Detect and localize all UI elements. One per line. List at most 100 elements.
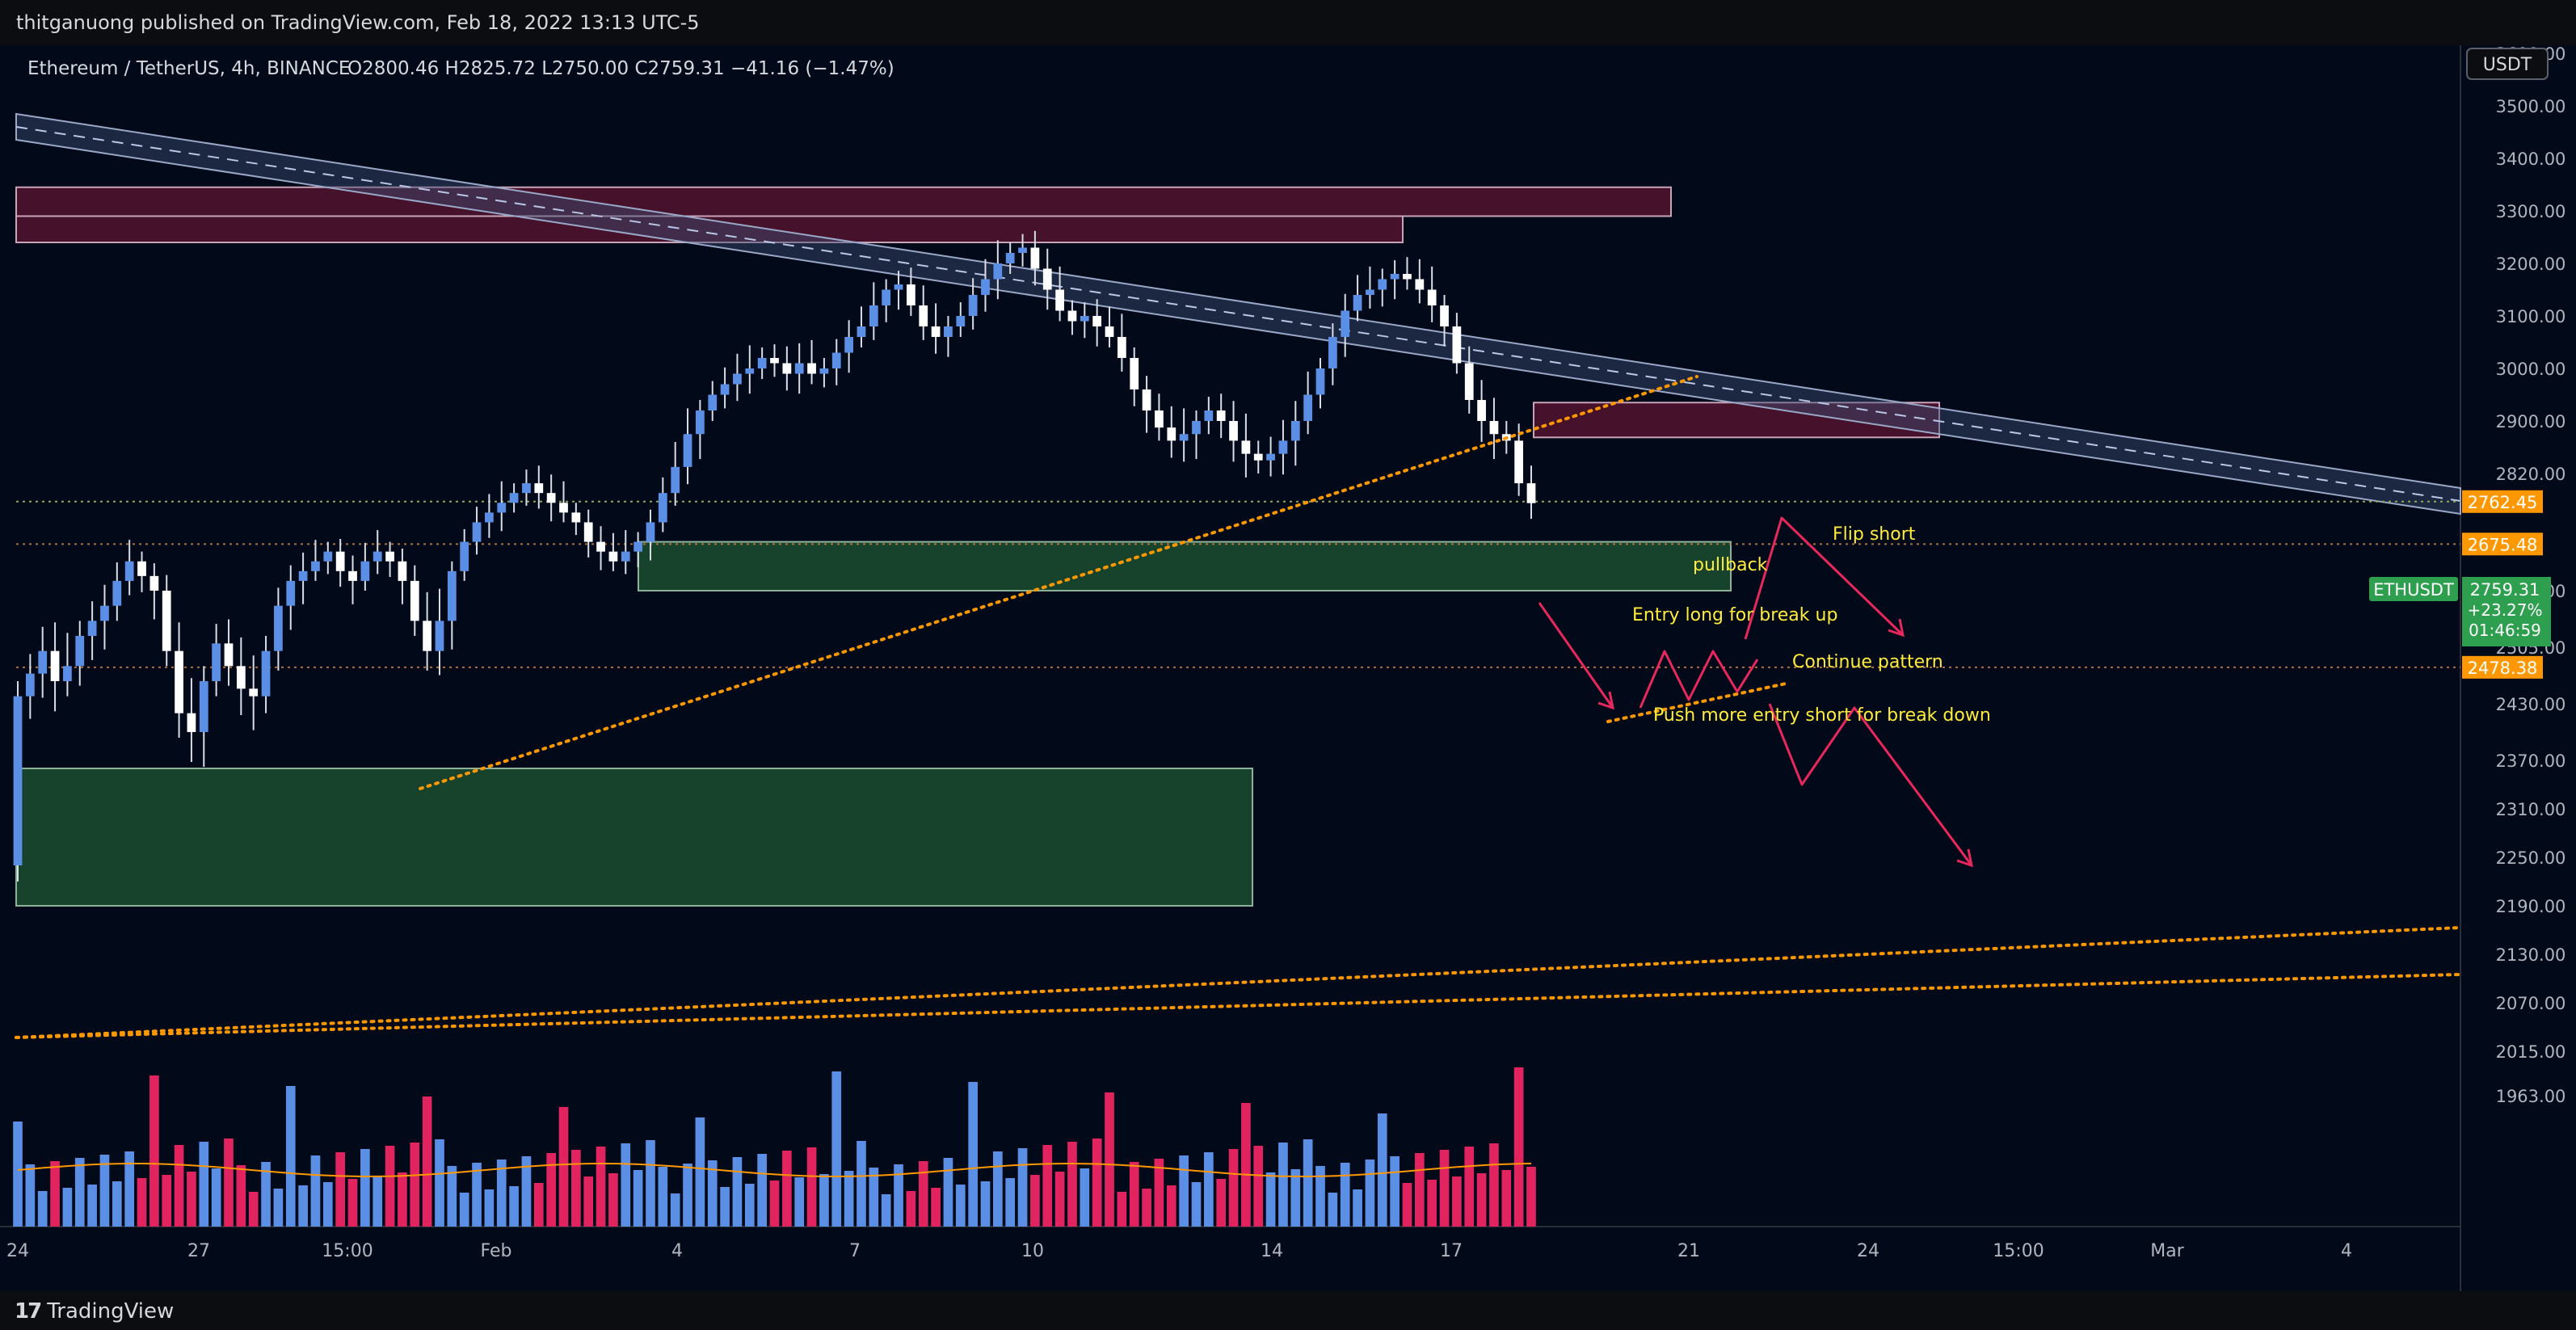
candle-up (819, 368, 829, 374)
candle-up (968, 295, 978, 316)
time-tick-label: 4 (2341, 1241, 2352, 1261)
volume-bar-up (298, 1185, 308, 1227)
volume-bar-down (1402, 1183, 1412, 1227)
volume-bar-down (174, 1145, 184, 1227)
candle-down (236, 666, 246, 689)
volume-bar-up (1290, 1169, 1301, 1227)
chart-panel[interactable]: Flip short pullback Entry long for break u… (0, 44, 2576, 1291)
volume-bar-up (1179, 1155, 1189, 1227)
volume-bar-up (310, 1155, 321, 1227)
symbol-tag (2369, 577, 2458, 601)
time-tick-label: 15:00 (322, 1241, 373, 1261)
last-price-tag (2462, 577, 2551, 646)
candle-down (770, 358, 779, 364)
candle-up (633, 541, 642, 552)
volume-bar-up (124, 1151, 135, 1227)
price-tick-label: 3100.00 (2496, 307, 2566, 326)
candle-up (100, 605, 109, 621)
volume-bar-down (1154, 1159, 1164, 1227)
volume-bar-down (782, 1151, 792, 1227)
price-level-tag (2462, 490, 2543, 513)
volume-bar-down (1501, 1170, 1512, 1227)
candle-up (435, 621, 444, 651)
candle-up (1328, 337, 1337, 368)
candle-up (286, 580, 296, 606)
candle-up (298, 570, 308, 581)
price-tick-label: 2015.00 (2496, 1042, 2566, 1062)
volume-bar-up (62, 1188, 73, 1227)
bar-countdown: 01:46:59 (2469, 621, 2541, 640)
price-axis[interactable]: 3600.003500.003400.003300.003200.003100.… (2496, 44, 2566, 1106)
volume-bar-up (695, 1117, 705, 1227)
candle-up (25, 673, 35, 697)
candle-down (1105, 326, 1114, 337)
volume-bar-down (248, 1192, 259, 1227)
candle-up (696, 410, 705, 435)
candle-up (112, 580, 122, 606)
price-chart[interactable]: Flip short pullback Entry long for break u… (0, 44, 2576, 1291)
price-tick-label: 2370.00 (2496, 751, 2566, 771)
candle-down (1489, 421, 1499, 435)
candle-up (745, 368, 755, 374)
chart-annotation: Flip short (1833, 524, 1916, 545)
trendline (15, 926, 2462, 1039)
candle-down (1253, 453, 1263, 461)
chart-annotation: Push more entry short for break down (1653, 705, 1991, 726)
candle-up (733, 373, 742, 385)
time-tick-label: 17 (1440, 1241, 1463, 1261)
projection-arrows-layer (1538, 516, 1973, 868)
price-tick-label: 1963.00 (2496, 1087, 2566, 1106)
volume-bar-up (857, 1141, 866, 1227)
tradingview-logo-icon: 17 (15, 1299, 42, 1324)
volume-bar-up (633, 1170, 643, 1227)
volume-bar-down (806, 1147, 817, 1227)
volume-bar-down (1526, 1167, 1536, 1227)
symbol-legend[interactable]: Ethereum / TetherUS, 4h, BINANCE (27, 58, 350, 79)
volume-bar-down (1105, 1092, 1114, 1227)
trendline (15, 973, 2462, 1039)
volume-bar-down (422, 1096, 432, 1227)
time-tick-label: 21 (1677, 1241, 1700, 1261)
candle-up (1278, 440, 1288, 454)
annotations-layer: Flip short pullback Entry long for break u… (1632, 524, 1991, 726)
candle-up (1179, 434, 1189, 441)
candle-up (882, 289, 891, 305)
volume-bar-up (99, 1155, 110, 1227)
volume-bar-down (1042, 1145, 1053, 1227)
volume-bar-down (1067, 1142, 1077, 1227)
candle-up (323, 551, 333, 562)
price-tick-label: 2430.00 (2496, 695, 2566, 714)
volume-bar-up (993, 1151, 1003, 1227)
publish-info: thitganuong published on TradingView.com… (16, 11, 700, 34)
price-tick-label: 2900.00 (2496, 412, 2566, 431)
candle-down (1427, 289, 1437, 305)
candle-up (944, 326, 953, 337)
volume-bar-down (1228, 1149, 1239, 1227)
time-tick-label: 7 (849, 1241, 861, 1261)
projection-arrow (1639, 650, 1759, 709)
volume-bar-up (373, 1176, 383, 1227)
candle-down (1526, 483, 1536, 503)
candle-up (38, 650, 48, 674)
time-axis[interactable]: 24 27 15:00 Feb 4 7 10 14 17 21 24 15:00 Mar 4 (6, 1241, 2352, 1261)
price-tick-label: 2820.00 (2496, 465, 2566, 484)
candle-up (956, 316, 966, 326)
candle-up (857, 326, 866, 337)
candle-down (175, 650, 183, 713)
currency-box[interactable] (2466, 48, 2549, 80)
tradingview-logo[interactable]: 17 TradingView (15, 1299, 174, 1324)
time-tick-label: 4 (671, 1241, 683, 1261)
candle-down (410, 580, 419, 621)
volume-bar-down (1030, 1175, 1040, 1227)
last-price-change: +23.27% (2467, 600, 2542, 620)
candle-down (50, 650, 60, 681)
candle-up (894, 284, 903, 290)
candle-up (472, 522, 482, 542)
volume-bar-up (87, 1185, 97, 1227)
zones-layer (15, 186, 1940, 907)
time-tick-label: 15:00 (1993, 1241, 2044, 1261)
volume-bar-up (869, 1168, 879, 1227)
volume-bar-up (211, 1168, 221, 1227)
projection-arrow (1744, 516, 1905, 640)
volume-bar-down (769, 1181, 780, 1227)
